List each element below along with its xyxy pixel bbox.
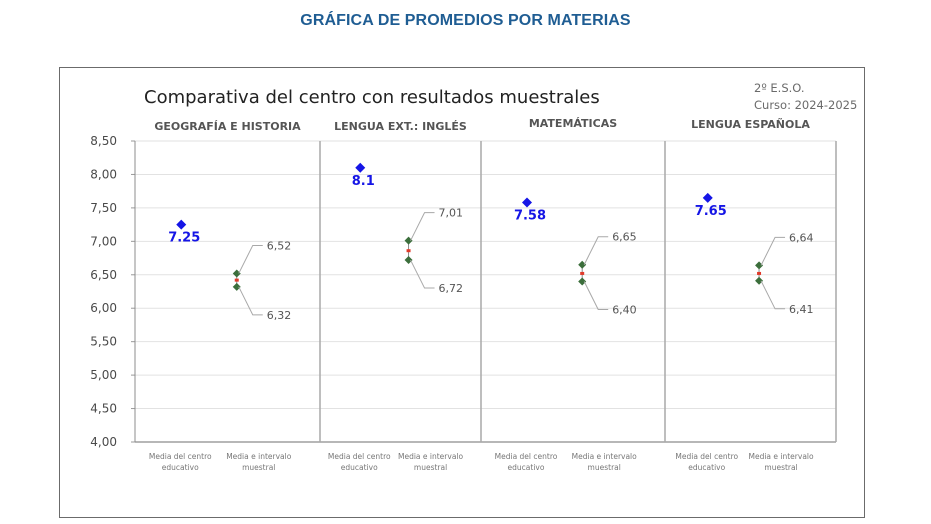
x-category-label: Media del centro educativo: [149, 452, 212, 472]
panel-subject-label: LENGUA EXT.: INGLÉS: [334, 120, 467, 133]
interval-lower-leader: [238, 286, 263, 316]
y-tick-label: 7,50: [90, 201, 117, 215]
interval-upper-marker: [232, 269, 241, 278]
center-mean-marker: [702, 192, 713, 203]
center-mean-label: 7.25: [168, 231, 200, 246]
chart-svg: Comparativa del centro con resultados mu…: [90, 81, 857, 472]
y-tick-label: 6,00: [90, 301, 117, 315]
chart-title: Comparativa del centro con resultados mu…: [144, 87, 600, 108]
y-tick-label: 8,00: [90, 167, 117, 181]
x-category-label: Media del centro educativo: [328, 452, 391, 472]
center-mean-label: 8.1: [352, 174, 375, 189]
interval-lower-label: 6,40: [612, 303, 637, 316]
center-mean-label: 7.58: [514, 209, 546, 224]
x-category-label: Media del centro educativo: [495, 452, 558, 472]
panel-subject-label: MATEMÁTICAS: [529, 117, 617, 130]
sample-mean-marker: [406, 249, 411, 253]
interval-lower-marker: [404, 256, 413, 265]
interval-upper-label: 6,64: [789, 231, 814, 244]
chart-subtitle-grade: 2º E.S.O.: [754, 81, 805, 95]
chart-plot-layer: 4,00 4,50 5,00 5,50 6,00 6,50 7,00 7,50 8,00 8,50…: [90, 117, 837, 472]
interval-lower-leader: [760, 280, 786, 310]
interval-upper-leader: [583, 236, 609, 265]
page-title: GRÁFICA DE PROMEDIOS POR MATERIAS: [300, 12, 631, 29]
center-mean-marker: [522, 197, 532, 208]
center-mean-marker: [355, 162, 366, 173]
panel-subject-label: GEOGRAFÍA E HISTORIA: [154, 120, 301, 133]
y-tick-label: 5,00: [90, 368, 117, 382]
y-tick-label: 7,00: [90, 234, 117, 248]
interval-lower-leader: [583, 281, 609, 310]
y-tick-label: 4,00: [90, 435, 117, 449]
panel-subject-label: LENGUA ESPAÑOLA: [691, 118, 810, 131]
interval-lower-leader: [410, 259, 435, 289]
interval-upper-leader: [410, 212, 435, 241]
x-category-label: Media e intervalo muestral: [398, 452, 464, 472]
chart-frame: Comparativa del centro con resultados mu…: [59, 67, 865, 518]
x-category-label: Media e intervalo muestral: [749, 452, 815, 472]
interval-upper-leader: [238, 244, 263, 274]
y-tick-label: 4,50: [90, 402, 117, 416]
interval-upper-marker: [578, 260, 587, 269]
interval-upper-label: 6,65: [612, 231, 637, 244]
x-category-label: Media e intervalo muestral: [572, 452, 638, 472]
interval-lower-marker: [578, 277, 587, 286]
sample-mean-marker: [757, 271, 762, 275]
sample-mean-marker: [234, 278, 239, 282]
x-category-label: Media del centro educativo: [675, 452, 738, 472]
interval-upper-marker: [404, 236, 413, 245]
x-category-label: Media e intervalo muestral: [226, 452, 292, 472]
sample-mean-marker: [580, 271, 585, 275]
interval-upper-marker: [755, 261, 764, 270]
chart-subtitle-course: Curso: 2024-2025: [754, 98, 857, 112]
interval-lower-marker: [232, 282, 241, 291]
center-mean-marker: [176, 219, 187, 230]
interval-lower-label: 6,41: [789, 303, 814, 316]
interval-upper-label: 6,52: [267, 239, 292, 252]
center-mean-label: 7.65: [695, 204, 727, 219]
y-tick-label: 6,50: [90, 268, 117, 282]
y-tick-label: 5,50: [90, 335, 117, 349]
interval-lower-label: 6,32: [267, 309, 292, 322]
interval-lower-label: 6,72: [439, 282, 464, 295]
interval-lower-marker: [755, 276, 764, 285]
interval-upper-leader: [760, 236, 786, 266]
interval-upper-label: 7,01: [439, 207, 464, 220]
y-tick-label: 8,50: [90, 134, 117, 148]
